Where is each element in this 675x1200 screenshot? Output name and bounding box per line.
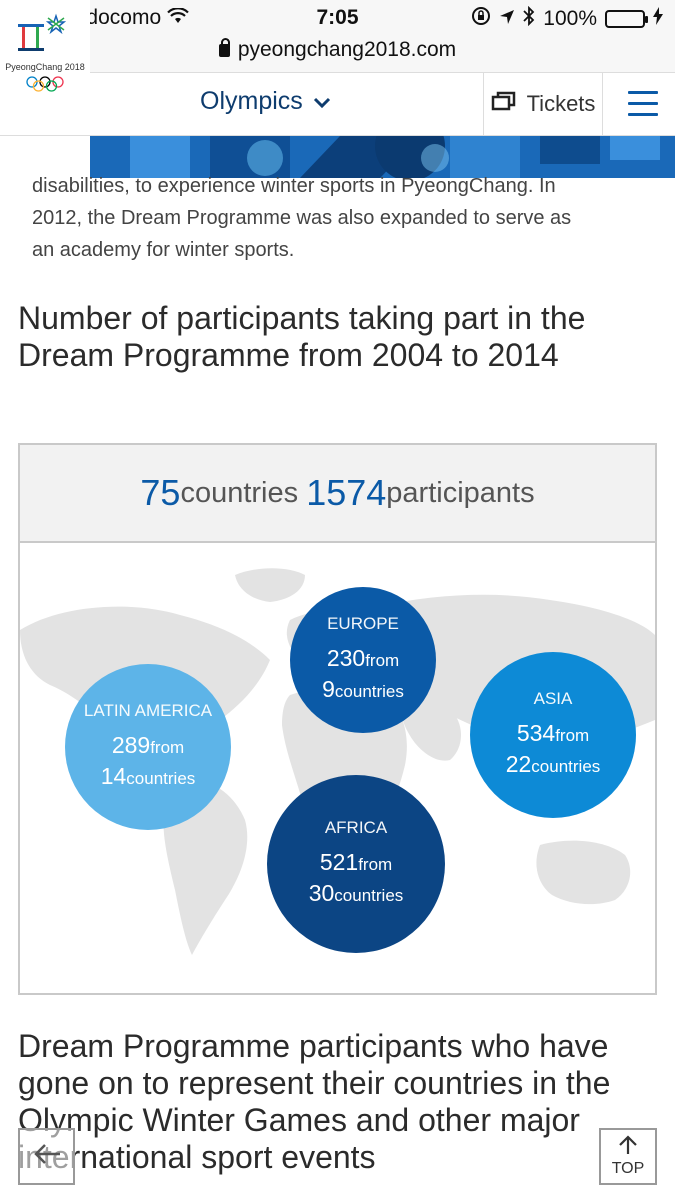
intro-line: 2012, the Dream Programme was also expan… — [32, 207, 572, 229]
site-header: Olympics Tickets — [0, 72, 675, 136]
tickets-button[interactable]: Tickets — [483, 73, 603, 135]
region-countries: 14countries — [100, 763, 196, 789]
olympics-dropdown[interactable]: Olympics — [200, 87, 331, 116]
africa-bubble: AFRICA 521from 30countries — [267, 775, 445, 953]
url-bar[interactable]: pyeongchang2018.com — [0, 38, 675, 72]
europe-bubble: EUROPE 230from 9countries — [290, 587, 436, 733]
region-countries: 22countries — [505, 751, 601, 777]
asia-bubble: ASIA 534from 22countries — [470, 652, 636, 818]
participants-label: participants — [386, 476, 535, 509]
logo-text: PyeongChang 2018 — [5, 62, 85, 72]
header-banner — [90, 136, 675, 178]
wifi-icon — [167, 6, 189, 30]
intro-line: an academy for winter sports. — [32, 239, 295, 261]
region-countries: 9countries — [322, 676, 404, 702]
pyeongchang-logo[interactable]: PyeongChang 2018 — [0, 0, 90, 110]
clock: 7:05 — [316, 6, 359, 29]
participants-total: 1574 — [306, 472, 387, 513]
intro-paragraph: disabilities, to experience winter sport… — [32, 170, 662, 266]
arrow-left-icon — [32, 1142, 62, 1171]
region-participants: 230from — [326, 645, 400, 671]
olympic-rings-icon — [26, 76, 64, 92]
location-icon — [499, 7, 515, 31]
tickets-label: Tickets — [526, 91, 596, 116]
region-participants: 534from — [516, 720, 590, 746]
latin-america-bubble: LATIN AMERICA 289from 14countries — [65, 664, 231, 830]
arrow-up-icon — [617, 1135, 639, 1160]
battery-icon — [605, 10, 648, 28]
battery-percent: 100% — [543, 7, 597, 30]
region-name: EUROPE — [327, 614, 399, 633]
section-heading: Dream Programme participants who have go… — [18, 1028, 611, 1175]
region-name: AFRICA — [324, 818, 388, 837]
status-bar: ●●●●● docomo 7:05 100% — [0, 0, 675, 38]
url-domain: pyeongchang2018.com — [237, 38, 457, 61]
bluetooth-icon — [523, 5, 535, 32]
countries-label: countries — [180, 476, 299, 509]
participants-infographic: 75 countries 1574 participants — [18, 443, 657, 995]
olympics-label: Olympics — [200, 87, 303, 115]
carrier: docomo — [86, 6, 162, 29]
scroll-top-button[interactable]: TOP — [599, 1128, 657, 1185]
rotation-lock-icon — [471, 6, 491, 32]
chevron-down-icon — [313, 87, 331, 116]
pyeongchang-emblem-icon — [18, 13, 67, 51]
region-participants: 521from — [319, 849, 393, 875]
section-heading: Number of participants taking part in th… — [18, 300, 586, 373]
region-name: ASIA — [533, 689, 573, 708]
region-name: LATIN AMERICA — [83, 701, 213, 720]
region-countries: 30countries — [308, 880, 404, 906]
region-participants: 289from — [111, 732, 185, 758]
back-button[interactable] — [18, 1128, 75, 1185]
intro-line: disabilities, to experience winter sport… — [32, 175, 556, 197]
world-map: EUROPE 230from 9countries LATIN AMERICA … — [20, 545, 655, 993]
status-right: 100% — [471, 5, 663, 32]
countries-total: 75 — [140, 472, 181, 513]
tickets-icon — [491, 91, 517, 117]
lock-icon — [218, 38, 230, 57]
menu-icon[interactable] — [628, 91, 658, 124]
infographic-summary: 75 countries 1574 participants — [20, 445, 655, 543]
charging-icon — [653, 7, 663, 31]
top-label: TOP — [611, 1160, 645, 1177]
